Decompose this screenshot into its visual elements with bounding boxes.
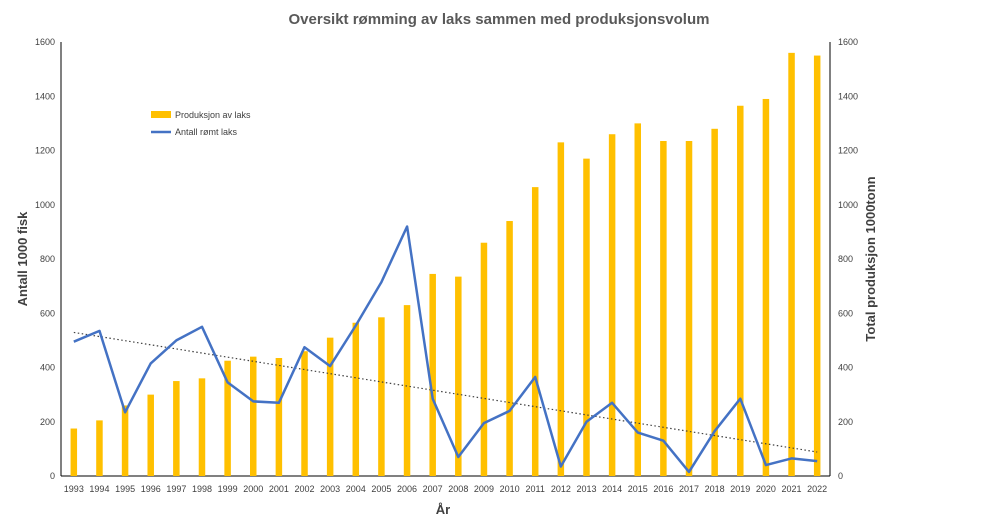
x-tick-label: 1997	[166, 484, 186, 494]
x-tick-label: 2018	[705, 484, 725, 494]
legend-label-escaped: Antall rømt laks	[175, 127, 238, 137]
bar	[96, 420, 103, 476]
y2-tick-label: 1200	[838, 146, 858, 156]
x-tick-label: 2016	[653, 484, 673, 494]
bar	[250, 356, 257, 476]
y-tick-label: 1000	[35, 200, 55, 210]
x-tick-label: 2019	[730, 484, 750, 494]
y2-tick-label: 400	[838, 363, 853, 373]
y2-axis-title: Total produksjon 1000tonn	[863, 176, 878, 341]
x-tick-label: 1996	[141, 484, 161, 494]
x-tick-label: 2008	[448, 484, 468, 494]
x-tick-label: 2005	[371, 484, 391, 494]
y2-tick-label: 600	[838, 308, 853, 318]
x-tick-label: 1999	[218, 484, 238, 494]
bar	[711, 128, 718, 477]
x-tick-label: 1993	[64, 484, 84, 494]
x-tick-label: 2017	[679, 484, 699, 494]
legend: Produksjon av laks Antall rømt laks	[151, 110, 251, 137]
x-axis-title: År	[436, 502, 450, 517]
bar	[557, 142, 565, 477]
plot-area: 0 0 200 200 400 400 600 600 800 800 1000 1000 1200 12…	[35, 37, 858, 494]
bar	[737, 105, 744, 477]
x-tick-label: 2022	[807, 484, 827, 494]
bar	[634, 123, 641, 476]
x-tick-label: 2003	[320, 484, 340, 494]
x-tick-label: 2000	[243, 484, 263, 494]
x-tick-label: 2021	[782, 484, 802, 494]
x-tick-label: 2014	[602, 484, 622, 494]
x-tick-label: 1995	[115, 484, 135, 494]
bar	[224, 360, 231, 476]
bar	[326, 337, 334, 476]
bar	[455, 276, 462, 476]
bar	[660, 141, 667, 476]
x-tick-label: 2004	[346, 484, 366, 494]
y-tick-label: 1600	[35, 37, 55, 47]
bar	[378, 317, 385, 476]
bar	[121, 405, 129, 476]
bar	[480, 242, 488, 476]
x-tick-label: 2001	[269, 484, 289, 494]
bar	[685, 141, 693, 476]
trendline	[73, 331, 818, 453]
y2-tick-label: 200	[838, 417, 853, 427]
bar	[531, 187, 539, 476]
y-tick-label: 600	[40, 308, 55, 318]
y-axis-title: Antall 1000 fisk	[15, 211, 30, 306]
y2-tick-label: 1400	[838, 91, 858, 101]
y-tick-label: 400	[40, 363, 55, 373]
y-tick-label: 1200	[35, 146, 55, 156]
x-tick-label: 1998	[192, 484, 212, 494]
chart-title: Oversikt rømming av laks sammen med prod…	[289, 11, 710, 28]
x-tick-label: 1994	[89, 484, 109, 494]
bar	[813, 55, 821, 476]
y2-tick-label: 1600	[838, 37, 858, 47]
bar	[70, 428, 78, 476]
bar	[147, 394, 154, 476]
x-tick-label: 2020	[756, 484, 776, 494]
x-tick-label: 2012	[551, 484, 571, 494]
bar	[583, 158, 590, 476]
x-tick-label: 2006	[397, 484, 417, 494]
y-tick-label: 200	[40, 417, 55, 427]
y2-tick-label: 0	[838, 471, 843, 481]
x-tick-label: 2009	[474, 484, 494, 494]
bar	[352, 322, 360, 476]
bar	[173, 381, 180, 476]
legend-label-production: Produksjon av laks	[175, 110, 251, 120]
x-tick-label: 2010	[500, 484, 520, 494]
bar	[762, 98, 770, 477]
x-tick-label: 2015	[628, 484, 648, 494]
y-tick-label: 800	[40, 254, 55, 264]
bar	[275, 358, 283, 476]
y2-tick-label: 1000	[838, 200, 858, 210]
bar	[429, 273, 436, 476]
x-tick-label: 2007	[423, 484, 443, 494]
x-tick-label: 2013	[576, 484, 596, 494]
bar	[506, 221, 513, 476]
x-tick-label: 2002	[295, 484, 315, 494]
bar	[198, 378, 206, 476]
x-tick-label: 2011	[526, 484, 545, 494]
bar	[301, 351, 308, 476]
bar	[788, 52, 795, 476]
y-tick-label: 0	[50, 471, 55, 481]
legend-swatch-production	[151, 111, 171, 118]
bar	[403, 305, 411, 476]
bar	[608, 134, 616, 476]
line-series-escaped	[73, 225, 818, 474]
y2-tick-label: 800	[838, 254, 853, 264]
y-tick-label: 1400	[35, 91, 55, 101]
